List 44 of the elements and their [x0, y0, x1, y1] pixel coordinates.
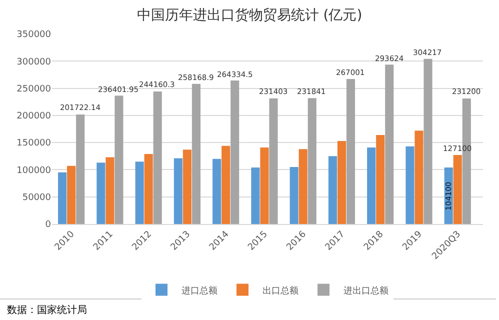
bar	[144, 154, 153, 224]
y-tick-label: 0	[45, 220, 52, 230]
bar	[212, 158, 222, 224]
bar	[174, 158, 182, 224]
bar	[367, 147, 376, 224]
legend-label: 出口总额	[262, 285, 298, 296]
bar	[182, 150, 192, 224]
bar	[135, 162, 144, 224]
bar	[222, 146, 230, 224]
bar	[96, 162, 106, 224]
bar	[308, 98, 316, 224]
bar	[260, 147, 269, 224]
chart-title: 中国历年进出口货物贸易统计 (亿元)	[136, 7, 362, 24]
bar	[414, 130, 424, 224]
bar	[230, 80, 240, 224]
bar	[106, 157, 114, 224]
bar	[337, 140, 346, 224]
bar	[346, 79, 356, 224]
y-tick-label: 50000	[22, 193, 52, 204]
bar	[453, 155, 462, 224]
y-tick-label: 250000	[16, 84, 52, 94]
bar	[290, 167, 298, 224]
bar	[385, 64, 394, 224]
bar	[58, 172, 67, 224]
bar	[269, 98, 278, 224]
text: 数据：国家统计局	[7, 304, 87, 316]
bar	[376, 134, 385, 224]
y-tick-label: 100000	[16, 166, 52, 176]
bar	[328, 156, 337, 224]
y-tick-label: 150000	[16, 138, 52, 149]
legend-label: 进出口总额	[344, 285, 388, 296]
bar	[67, 166, 76, 224]
bar	[251, 168, 260, 224]
bar	[424, 58, 432, 224]
bar	[406, 146, 414, 224]
bar	[192, 84, 200, 224]
y-tick-label: 200000	[16, 112, 52, 122]
bar	[114, 96, 124, 224]
y-tick-label: 350000	[16, 30, 52, 40]
bar	[153, 91, 162, 224]
bar	[76, 114, 85, 224]
legend-label: 进口总额	[182, 285, 218, 296]
bar	[298, 149, 308, 224]
y-tick-label: 300000	[16, 57, 52, 68]
